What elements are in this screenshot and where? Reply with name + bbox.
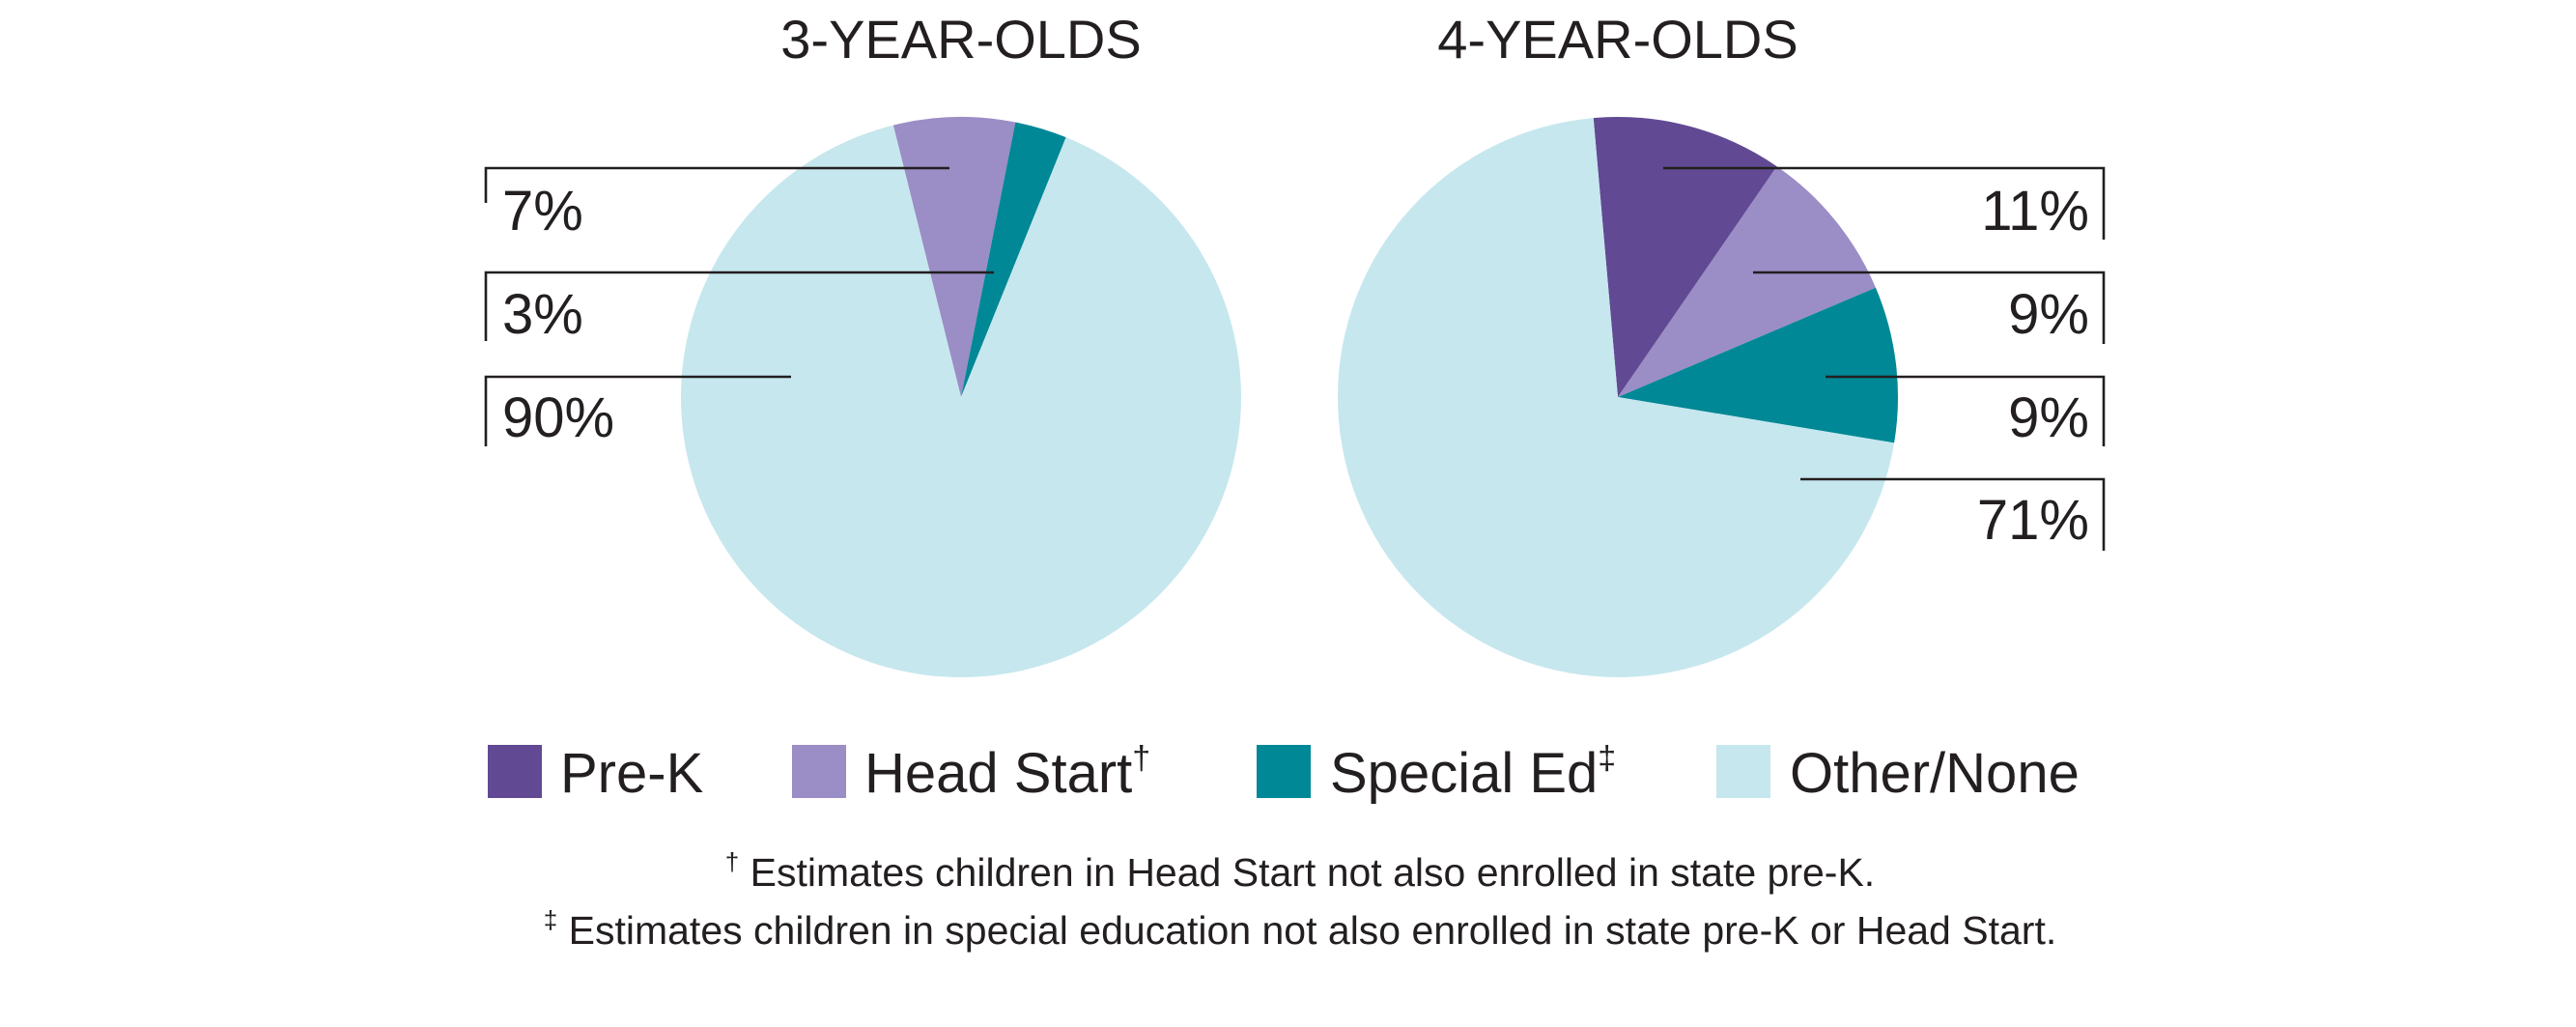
pie-slice-3yo-head-start	[892, 116, 1016, 398]
leader-line-4yo-pre-k	[1663, 166, 2106, 240]
pie-slices-4-year-olds	[1338, 116, 1899, 677]
pct-label-4yo-special-ed: 9%	[2008, 386, 2089, 449]
chart-title-3-year-olds: 3-YEAR-OLDS	[780, 9, 1141, 70]
pie-chart-4-year-olds: 4-YEAR-OLDS 11% 9% 9% 71%	[1338, 9, 2106, 677]
legend-item-head-start: Head Start†	[792, 740, 1150, 805]
legend-item-special-ed: Special Ed‡	[1257, 740, 1616, 805]
pie-slice-3yo-special-ed	[961, 122, 1066, 398]
pie-slice-4yo-special-ed	[1618, 287, 1899, 443]
pct-label-3yo-head-start: 7%	[502, 180, 583, 242]
leader-line-3yo-other	[484, 375, 791, 446]
footnote-special-ed: ‡ Estimates children in special educatio…	[544, 905, 2056, 953]
legend-label-head-start: Head Start†	[864, 740, 1150, 805]
pie-chart-3-year-olds: 3-YEAR-OLDS 7% 3% 90%	[484, 9, 1241, 677]
legend-swatch-head-start	[792, 745, 846, 798]
pct-label-3yo-other: 90%	[502, 386, 614, 449]
legend-label-other-none: Other/None	[1790, 742, 2080, 805]
pie-slice-4yo-pre-k	[1593, 116, 1777, 398]
pct-label-3yo-special-ed: 3%	[502, 283, 583, 346]
legend: Pre-K Head Start† Special Ed‡ Other/None	[488, 740, 2080, 805]
pie-slices-3-year-olds	[680, 116, 1241, 677]
legend-swatch-other-none	[1716, 745, 1770, 798]
footnote-head-start: † Estimates children in Head Start not a…	[725, 847, 1875, 895]
footnote-mark-dagger: †	[725, 847, 739, 876]
pct-label-4yo-other: 71%	[1977, 489, 2089, 552]
legend-swatch-special-ed	[1257, 745, 1311, 798]
legend-swatch-pre-k	[488, 745, 542, 798]
leader-line-4yo-head-start	[1753, 271, 2106, 344]
legend-label-special-ed: Special Ed‡	[1330, 740, 1616, 805]
pct-label-4yo-head-start: 9%	[2008, 283, 2089, 346]
leader-line-3yo-head-start	[484, 166, 949, 203]
chart-title-4-year-olds: 4-YEAR-OLDS	[1437, 9, 1798, 70]
leader-line-4yo-special-ed	[1826, 375, 2106, 446]
legend-item-other-none: Other/None	[1716, 742, 2080, 805]
footnote-mark-double-dagger: ‡	[544, 905, 557, 934]
legend-mark-special-ed: ‡	[1598, 740, 1616, 777]
pct-label-4yo-pre-k: 11%	[1981, 180, 2089, 242]
pie-slice-3yo-other-none	[680, 125, 1241, 677]
legend-mark-head-start: †	[1132, 740, 1150, 777]
legend-item-pre-k: Pre-K	[488, 742, 704, 805]
footnotes: † Estimates children in Head Start not a…	[544, 847, 2056, 953]
leader-line-4yo-other	[1800, 477, 2106, 551]
pie-slice-4yo-head-start	[1618, 166, 1876, 397]
leader-line-3yo-special-ed	[484, 271, 994, 341]
pie-slice-4yo-other-none	[1338, 118, 1895, 677]
legend-label-pre-k: Pre-K	[560, 742, 704, 805]
